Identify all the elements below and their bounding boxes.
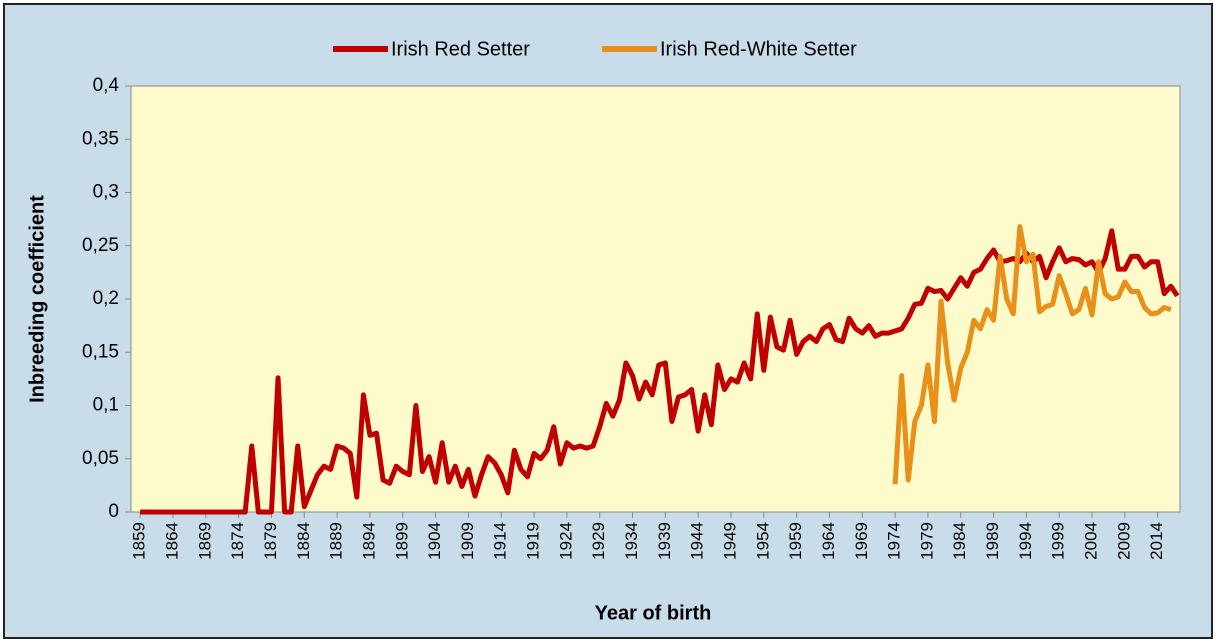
x-tick-label: 1874 [228, 522, 247, 560]
legend-label: Irish Red-White Setter [660, 38, 857, 60]
x-tick-label: 1934 [622, 522, 641, 560]
y-tick-label: 0,1 [93, 395, 119, 416]
y-tick-label: 0,3 [93, 182, 119, 203]
x-tick-label: 2004 [1082, 522, 1101, 560]
y-tick-label: 0,25 [82, 235, 119, 256]
x-tick-label: 1954 [753, 522, 772, 560]
x-tick-label: 1974 [885, 522, 904, 560]
y-tick-label: 0,05 [82, 448, 119, 469]
x-tick-label: 1864 [162, 522, 181, 560]
x-tick-label: 1929 [589, 522, 608, 560]
x-tick-label: 1889 [327, 522, 346, 560]
x-tick-label: 1969 [852, 522, 871, 560]
series-line [140, 228, 1180, 515]
x-tick-label: 2014 [1147, 522, 1166, 560]
x-tick-label: 1909 [458, 522, 477, 560]
x-tick-label: 1899 [392, 522, 411, 560]
y-tick-label: 0,4 [93, 75, 120, 96]
x-tick-label: 1894 [359, 522, 378, 560]
x-tick-label: 1914 [491, 522, 510, 560]
x-tick-label: 1989 [983, 522, 1002, 560]
x-tick-label: 1999 [1049, 522, 1068, 560]
x-tick-label: 1959 [786, 522, 805, 560]
x-tick-label: 2009 [1114, 522, 1133, 560]
x-tick-label: 1919 [524, 522, 543, 560]
x-tick-label: 1884 [294, 522, 313, 560]
x-tick-label: 1869 [195, 522, 214, 560]
y-tick-label: 0,2 [93, 288, 119, 309]
x-tick-label: 1924 [556, 522, 575, 560]
x-tick-label: 1939 [655, 522, 674, 560]
x-tick-label: 1879 [261, 522, 280, 560]
x-tick-label: 1984 [950, 522, 969, 560]
x-tick-label: 1964 [819, 522, 838, 560]
y-tick-label: 0,15 [82, 341, 119, 362]
y-tick-label: 0,35 [82, 128, 119, 149]
x-tick-label: 1944 [688, 522, 707, 560]
x-tick-label: 1859 [130, 522, 149, 560]
x-tick-label: 1904 [425, 522, 444, 560]
x-axis-title: Year of birth [595, 602, 712, 624]
legend-label: Irish Red Setter [391, 38, 530, 60]
y-tick-label: 0 [108, 501, 119, 522]
plot-area [130, 85, 1181, 513]
series-line [892, 224, 1172, 485]
x-tick-label: 1994 [1016, 522, 1035, 560]
y-axis-title: Inbreeding coefficient [26, 195, 48, 403]
x-tick-label: 1979 [917, 522, 936, 560]
x-tick-label: 1949 [720, 522, 739, 560]
